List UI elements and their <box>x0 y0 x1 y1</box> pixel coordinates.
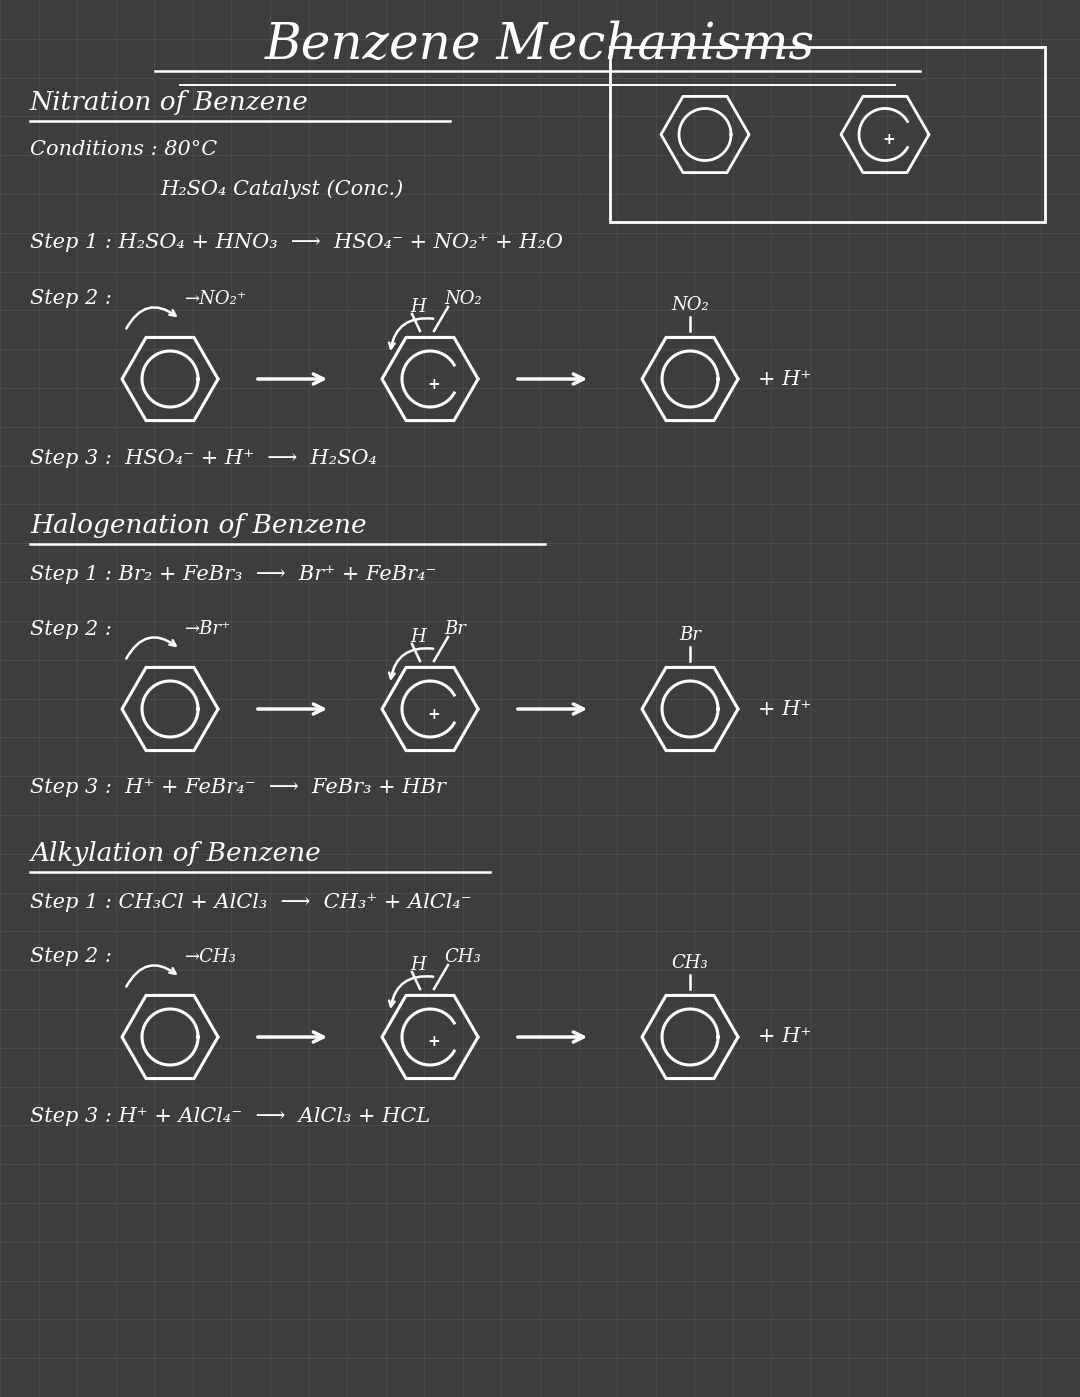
Text: Nitration of Benzene: Nitration of Benzene <box>30 89 309 115</box>
Text: Step 1 : H₂SO₄ + HNO₃  ⟶  HSO₄⁻ + NO₂⁺ + H₂O: Step 1 : H₂SO₄ + HNO₃ ⟶ HSO₄⁻ + NO₂⁺ + H… <box>30 232 563 251</box>
Text: CH₃: CH₃ <box>672 954 708 972</box>
Text: H: H <box>410 629 426 645</box>
Bar <box>610 47 1045 222</box>
Text: Br: Br <box>444 620 465 638</box>
Text: +: + <box>428 377 441 391</box>
Text: Halogenation of Benzene: Halogenation of Benzene <box>30 513 366 538</box>
Text: Step 3 : H⁺ + AlCl₄⁻  ⟶  AlCl₃ + HCL: Step 3 : H⁺ + AlCl₄⁻ ⟶ AlCl₃ + HCL <box>30 1108 430 1126</box>
Text: Step 2 :: Step 2 : <box>30 619 112 638</box>
Text: Step 2 :: Step 2 : <box>30 289 112 309</box>
Text: →CH₃: →CH₃ <box>185 949 237 965</box>
Text: H: H <box>410 956 426 974</box>
Text: +: + <box>428 707 441 721</box>
Text: Step 1 : Br₂ + FeBr₃  ⟶  Br⁺ + FeBr₄⁻: Step 1 : Br₂ + FeBr₃ ⟶ Br⁺ + FeBr₄⁻ <box>30 566 436 584</box>
Text: +: + <box>428 1035 441 1049</box>
Text: Alkylation of Benzene: Alkylation of Benzene <box>30 841 321 866</box>
Text: Step 1 : CH₃Cl + AlCl₃  ⟶  CH₃⁺ + AlCl₄⁻: Step 1 : CH₃Cl + AlCl₃ ⟶ CH₃⁺ + AlCl₄⁻ <box>30 894 472 912</box>
Text: Step 3 :  H⁺ + FeBr₄⁻  ⟶  FeBr₃ + HBr: Step 3 : H⁺ + FeBr₄⁻ ⟶ FeBr₃ + HBr <box>30 778 446 796</box>
Text: H: H <box>410 298 426 316</box>
Text: CH₃: CH₃ <box>444 949 481 965</box>
Text: +: + <box>882 131 895 147</box>
Text: Br: Br <box>679 626 701 644</box>
Text: Step 3 :  HSO₄⁻ + H⁺  ⟶  H₂SO₄: Step 3 : HSO₄⁻ + H⁺ ⟶ H₂SO₄ <box>30 450 377 468</box>
Text: + H⁺: + H⁺ <box>758 369 811 388</box>
Text: →Br⁺: →Br⁺ <box>185 620 231 638</box>
Text: + H⁺: + H⁺ <box>758 1028 811 1046</box>
Text: H₂SO₄ Catalyst (Conc.): H₂SO₄ Catalyst (Conc.) <box>160 179 403 198</box>
Text: Benzene Mechanisms: Benzene Mechanisms <box>265 21 815 70</box>
Text: Conditions : 80°C: Conditions : 80°C <box>30 140 217 158</box>
Text: NO₂: NO₂ <box>444 291 482 307</box>
Text: Step 2 :: Step 2 : <box>30 947 112 967</box>
Text: + H⁺: + H⁺ <box>758 700 811 718</box>
Text: NO₂: NO₂ <box>671 296 708 314</box>
Text: →NO₂⁺: →NO₂⁺ <box>185 291 247 307</box>
